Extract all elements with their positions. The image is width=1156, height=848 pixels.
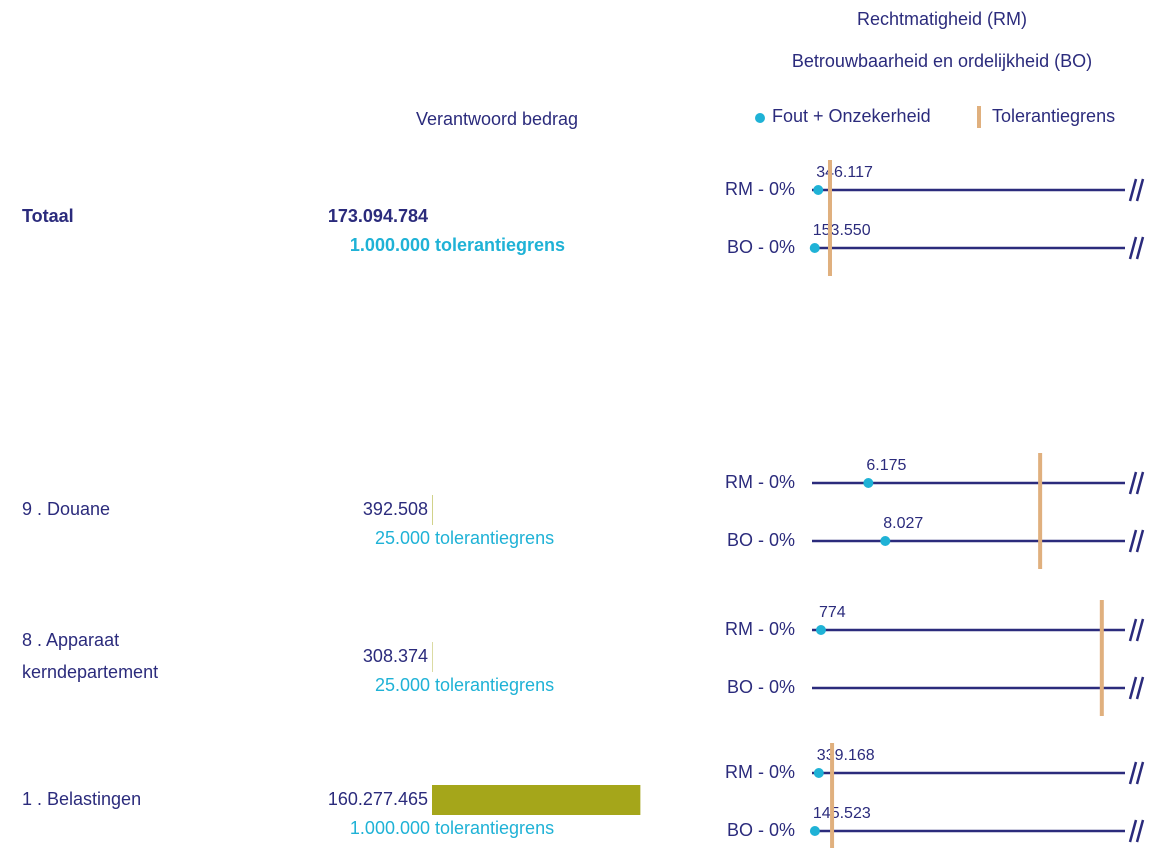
tolerance-line [1038, 453, 1043, 569]
legend-label: Fout + Onzekerheid [772, 106, 931, 126]
error-dot [863, 478, 874, 488]
error-dot [813, 185, 824, 195]
legend-dot [755, 113, 765, 123]
tolerance-suffix: tolerantiegrens [435, 818, 554, 838]
line-label: BO - 0% [727, 530, 795, 550]
title: Rechtmatigheid (RM) [857, 9, 1027, 29]
tolerance-line [827, 160, 832, 276]
value-label: 339.168 [817, 747, 875, 764]
amount: 308.374 [363, 646, 428, 666]
value-label: 145.523 [813, 805, 871, 822]
line-label: RM - 0% [725, 762, 795, 782]
tolerance-line [830, 743, 835, 848]
line-label: BO - 0% [727, 237, 795, 257]
break-mark [1128, 178, 1145, 202]
line-label: BO - 0% [727, 820, 795, 840]
error-dot [813, 768, 824, 778]
tolerance-suffix: tolerantiegrens [435, 528, 554, 548]
amount: 173.094.784 [328, 206, 428, 226]
tolerance-line [1099, 600, 1104, 716]
break-mark [1128, 761, 1145, 785]
break-mark [1128, 529, 1145, 553]
legend-label: Tolerantiegrens [992, 106, 1115, 126]
break-mark [1128, 236, 1145, 260]
row-name: 8 . Apparaat [22, 630, 119, 650]
amount-bar [432, 495, 433, 525]
break-mark [1128, 676, 1145, 700]
break-mark [1128, 618, 1145, 642]
line-label: BO - 0% [727, 677, 795, 697]
amount: 392.508 [363, 499, 428, 519]
value-label: 8.027 [883, 515, 923, 532]
break-mark [1128, 471, 1145, 495]
value-label: 6.175 [866, 457, 906, 474]
value-label: 774 [819, 604, 846, 621]
error-dot [809, 243, 820, 253]
error-dot [809, 826, 820, 836]
amount-header: Verantwoord bedrag [416, 109, 578, 129]
break-mark [1128, 819, 1145, 843]
row-name: Totaal [22, 206, 74, 226]
tolerance-suffix: tolerantiegrens [435, 675, 554, 695]
line-label: RM - 0% [725, 619, 795, 639]
tolerance: 25.000 [375, 675, 430, 695]
tolerance: 1.000.000 [350, 818, 430, 838]
error-dot [880, 536, 891, 546]
value-label: 153.550 [813, 222, 871, 239]
value-label: 346.117 [816, 164, 873, 181]
line-label: RM - 0% [725, 472, 795, 492]
title: Betrouwbaarheid en ordelijkheid (BO) [792, 51, 1092, 71]
amount: 160.277.465 [328, 789, 428, 809]
row-name: kerndepartement [22, 662, 158, 682]
line-label: RM - 0% [725, 179, 795, 199]
tolerance: 1.000.000 [350, 235, 430, 255]
tolerance-suffix: tolerantiegrens [435, 235, 565, 255]
row-name: 1 . Belastingen [22, 789, 141, 809]
error-dot [815, 625, 826, 635]
legend-limit [977, 106, 981, 128]
amount-bar [432, 785, 641, 815]
row-name: 9 . Douane [22, 499, 110, 519]
tolerance: 25.000 [375, 528, 430, 548]
